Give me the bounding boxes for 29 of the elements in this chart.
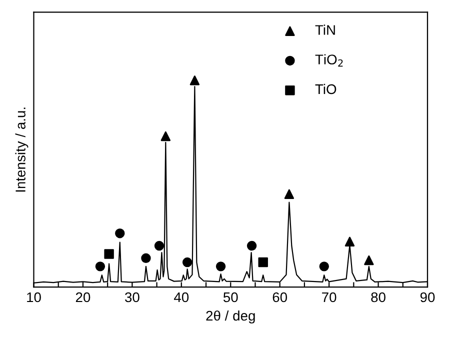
point xyxy=(258,257,268,268)
point xyxy=(95,262,106,272)
point xyxy=(246,240,257,251)
point xyxy=(344,236,355,246)
x-tick-label: 40 xyxy=(174,292,189,302)
x-tick-label: 30 xyxy=(124,292,140,302)
point xyxy=(190,76,200,86)
y-axis-title: Intensity / a.u. xyxy=(15,108,28,192)
x-tick-label: 10 xyxy=(27,292,41,302)
point xyxy=(141,253,151,264)
point xyxy=(182,257,192,268)
point xyxy=(364,255,374,266)
x-tick-label: 80 xyxy=(371,292,386,302)
x-axis-title: 2θ / deg xyxy=(206,310,255,324)
point xyxy=(284,189,294,199)
x-tick-label: 20 xyxy=(76,292,90,302)
x-tick-label: 70 xyxy=(322,292,336,302)
legend-label: TiN xyxy=(315,24,335,35)
point xyxy=(154,240,164,251)
x-tick-label: 60 xyxy=(272,292,288,302)
point xyxy=(104,249,114,259)
x-tick-label: 90 xyxy=(420,292,435,302)
point xyxy=(319,262,329,272)
point xyxy=(115,228,125,238)
legend-label: TiO xyxy=(315,84,336,94)
point xyxy=(216,262,226,272)
point xyxy=(160,131,171,142)
legend-label: TiO$_{2}$ xyxy=(315,54,343,67)
x-tick-label: 50 xyxy=(223,292,238,302)
